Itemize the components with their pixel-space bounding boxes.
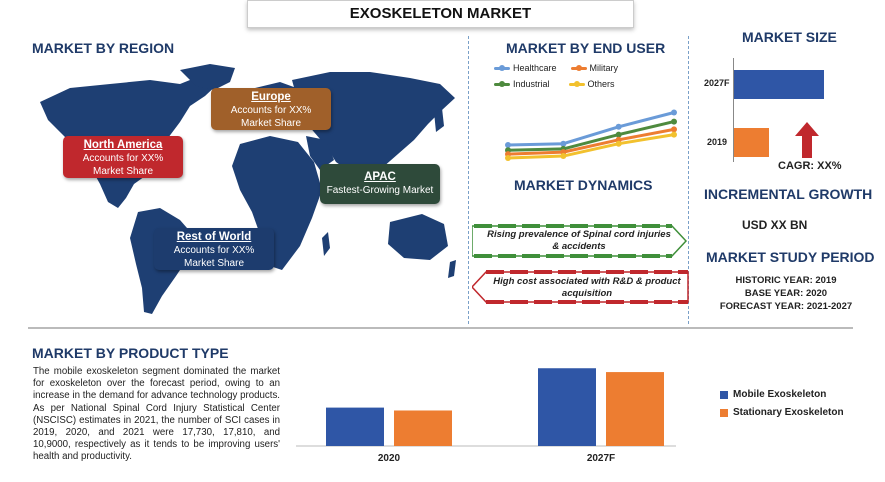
product-tick-label-2027F: 2027F (587, 453, 615, 464)
product-legend-mobile-label: Mobile Exoskeleton (733, 389, 827, 400)
africa-landmass (232, 136, 322, 270)
size-axis (733, 58, 734, 162)
bar-stationary-exoskeleton-2020 (394, 410, 452, 446)
point-healthcare-2 (560, 140, 567, 147)
incremental-heading: INCREMENTAL GROWTH (704, 186, 873, 202)
dynamics-heading: MARKET DYNAMICS (514, 177, 653, 193)
point-healthcare-3 (615, 123, 622, 130)
product-heading: MARKET BY PRODUCT TYPE (32, 345, 229, 361)
asia-landmass (292, 72, 455, 176)
australia-landmass (388, 214, 448, 260)
callout-rest-of-world-line2: Market Share (183, 258, 245, 269)
point-others-2 (560, 153, 567, 160)
point-others-1 (505, 155, 511, 161)
driver-text: Rising prevalence of Spinal cord injurie… (487, 229, 671, 252)
point-healthcare-4 (671, 109, 677, 116)
product-legend-stationary: Stationary Exoskeleton (720, 407, 844, 418)
line-others (507, 133, 675, 160)
size-bar-2027f (734, 70, 824, 99)
size-year-top: 2027F (704, 78, 730, 88)
restraint-text: High cost associated with R&D & product … (493, 276, 681, 299)
product-legend-stationary-swatch (720, 408, 728, 417)
legend-industrial: Industrial (494, 79, 550, 89)
callout-europe-line1: Accounts for XX% (230, 105, 312, 116)
japan-landmass (434, 108, 444, 132)
callout-apac-name: APAC (364, 171, 396, 183)
study-details: HISTORIC YEAR: 2019 BASE YEAR: 2020 FORE… (696, 274, 876, 313)
study-forecast: FORECAST YEAR: 2021-2027 (719, 301, 853, 312)
cagr-text: CAGR: XX% (778, 160, 842, 172)
legend-others-swatch (568, 80, 585, 87)
product-bar-chart: 2020 2027F (296, 368, 676, 464)
driver-arrow (472, 224, 688, 258)
product-legend-stationary-label: Stationary Exoskeleton (733, 407, 844, 418)
legend-military: Military (570, 63, 619, 73)
cagr-up-arrow-icon (795, 122, 819, 158)
bar-mobile-exoskeleton-2027F (538, 368, 596, 446)
study-base: BASE YEAR: 2020 (744, 288, 828, 299)
callout-rest-of-world: Rest of World Accounts for XX% Market Sh… (154, 228, 274, 270)
arabia-landmass (306, 136, 334, 170)
legend-military-label: Military (589, 63, 619, 73)
callout-apac: APAC Fastest-Growing Market (320, 164, 440, 204)
line-healthcare (507, 111, 675, 147)
page-title: EXOSKELETON MARKET (247, 0, 634, 28)
callout-rest-of-world-name: Rest of World (176, 231, 252, 243)
bar-mobile-exoskeleton-2020 (326, 407, 384, 446)
point-industrial-4 (671, 118, 677, 125)
greenland-landmass (180, 64, 235, 90)
callout-rest-of-world-line1: Accounts for XX% (173, 245, 255, 256)
end-user-heading: MARKET BY END USER (506, 40, 666, 56)
end-user-line-chart (505, 109, 677, 161)
callout-north-america: North America Accounts for XX% Market Sh… (63, 136, 183, 178)
point-healthcare-1 (505, 142, 511, 148)
product-paragraph: The mobile exoskeleton segment dominated… (33, 366, 280, 463)
end-user-legend: Healthcare Military Industrial Others (494, 63, 674, 89)
legend-military-swatch (570, 64, 587, 71)
callout-europe: Europe Accounts for XX% Market Share (211, 88, 331, 130)
point-military-4 (671, 126, 677, 133)
product-legend-mobile: Mobile Exoskeleton (720, 389, 844, 400)
line-military (507, 127, 675, 156)
bar-stationary-exoskeleton-2027F (606, 372, 664, 446)
legend-healthcare: Healthcare (494, 63, 557, 73)
madagascar-landmass (322, 232, 330, 256)
point-others-3 (615, 140, 622, 147)
callout-north-america-line1: Accounts for XX% (82, 153, 164, 164)
restraint-arrow (472, 270, 689, 304)
region-heading: MARKET BY REGION (32, 40, 175, 56)
callout-apac-line1: Fastest-Growing Market (326, 185, 434, 196)
legend-healthcare-swatch (494, 64, 510, 71)
size-heading: MARKET SIZE (742, 29, 837, 45)
incremental-value: USD XX BN (742, 218, 808, 232)
line-industrial (507, 120, 675, 152)
divider-horizontal (28, 327, 853, 329)
legend-others-label: Others (587, 79, 615, 89)
product-legend: Mobile Exoskeleton Stationary Exoskeleto… (720, 389, 844, 418)
point-industrial-3 (615, 131, 622, 138)
callout-north-america-line2: Market Share (92, 166, 154, 177)
callout-europe-line2: Market Share (240, 118, 302, 129)
new-zealand-landmass (448, 260, 456, 278)
legend-others: Others (568, 79, 615, 89)
legend-industrial-label: Industrial (513, 79, 550, 89)
size-year-bottom: 2019 (707, 137, 728, 147)
callout-north-america-name: North America (83, 139, 163, 151)
divider-region (468, 36, 469, 324)
callout-europe-name: Europe (251, 91, 291, 103)
study-historic: HISTORIC YEAR: 2019 (735, 275, 837, 286)
divider-size (688, 36, 689, 324)
legend-healthcare-label: Healthcare (513, 63, 557, 73)
product-legend-mobile-swatch (720, 390, 728, 399)
study-heading: MARKET STUDY PERIOD (706, 249, 875, 265)
point-others-4 (671, 131, 677, 138)
product-tick-label-2020: 2020 (378, 453, 401, 464)
size-bar-2019 (734, 128, 770, 157)
legend-industrial-swatch (494, 80, 510, 87)
